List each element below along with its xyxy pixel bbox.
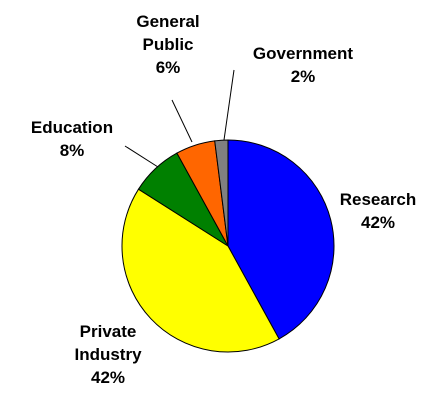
pie-slice-research xyxy=(227,139,335,340)
slice-label-private-industry: Private Industry 42% xyxy=(74,322,142,387)
slice-label-line: Private xyxy=(80,322,137,341)
slice-label-line: Research xyxy=(340,190,417,209)
leader-line-general-public xyxy=(171,99,193,143)
slice-label-line: Industry xyxy=(74,345,142,364)
leader-line-government xyxy=(223,69,235,141)
slice-label-line: 42% xyxy=(361,213,395,232)
slice-label-education: Education 8% xyxy=(31,118,113,160)
slice-label-line: General xyxy=(136,12,199,31)
slice-label-line: Government xyxy=(253,44,353,63)
slice-label-line: 6% xyxy=(156,58,181,77)
slice-label-government: Government 2% xyxy=(253,44,353,86)
slice-label-line: Education xyxy=(31,118,113,137)
slice-label-line: 2% xyxy=(291,67,316,86)
pie-slice-government xyxy=(214,139,229,247)
slice-label-line: Public xyxy=(142,35,193,54)
slice-label-research: Research 42% xyxy=(340,190,417,232)
slice-label-general-public: General Public 6% xyxy=(136,12,199,77)
slice-label-line: 42% xyxy=(91,368,125,387)
pie-slice-private-industry xyxy=(121,188,280,353)
leader-line-education xyxy=(124,145,159,168)
slice-label-line: 8% xyxy=(60,141,85,160)
